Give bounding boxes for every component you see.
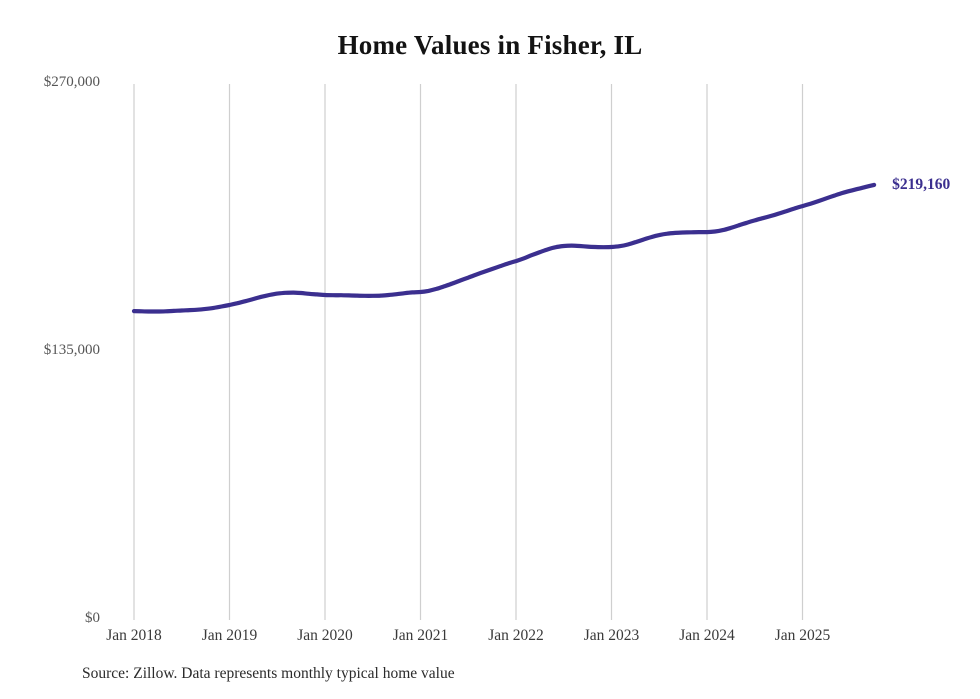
x-axis-tick-label: Jan 2018	[106, 627, 162, 644]
gridlines-group	[133, 84, 804, 620]
x-axis-tick-label: Jan 2024	[679, 627, 735, 644]
x-axis-tick-label: Jan 2019	[201, 627, 258, 644]
end-value-callout: $219,160	[892, 175, 951, 193]
y-axis-tick-bottom: $0	[85, 610, 100, 626]
source-note: Source: Zillow. Data represents monthly …	[82, 665, 455, 682]
y-axis-tick-mid: $135,000	[43, 342, 100, 358]
x-axis-tick-label: Jan 2020	[297, 627, 353, 644]
chart-title: Home Values in Fisher, IL	[337, 30, 643, 60]
x-axis-tick-label: Jan 2025	[774, 627, 831, 644]
y-axis-tick-top: $270,000	[43, 74, 100, 90]
x-axis-tick-label: Jan 2023	[583, 627, 640, 644]
x-axis-tick-label: Jan 2021	[392, 627, 449, 644]
value-line-series	[131, 182, 877, 314]
x-axis-tick-label: Jan 2022	[488, 627, 544, 644]
